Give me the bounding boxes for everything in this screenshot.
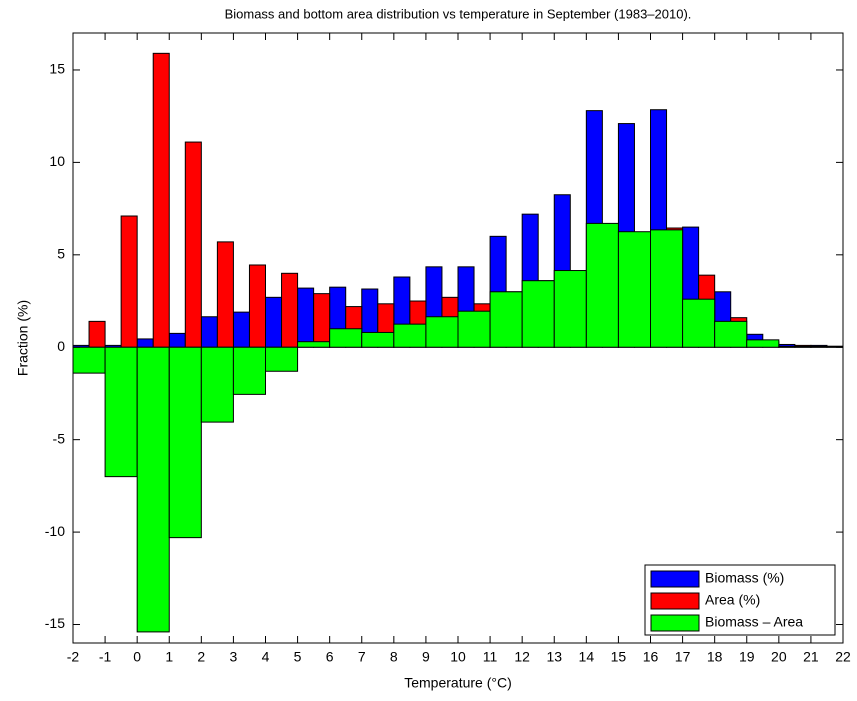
bar xyxy=(297,341,331,348)
bar xyxy=(617,231,652,348)
bar xyxy=(216,241,234,348)
bar xyxy=(104,346,138,478)
x-tick-label: 14 xyxy=(579,649,595,665)
bar xyxy=(553,270,587,348)
bar xyxy=(248,264,266,348)
x-tick-label: 11 xyxy=(483,649,498,665)
bar xyxy=(168,332,186,348)
bar xyxy=(265,346,299,372)
x-tick-label: 10 xyxy=(450,649,466,665)
bar xyxy=(168,346,202,539)
bar xyxy=(425,316,459,348)
x-tick-label: 8 xyxy=(390,649,398,665)
x-tick-label: 1 xyxy=(165,649,173,665)
x-tick-label: 0 xyxy=(133,649,141,665)
bar xyxy=(136,338,154,348)
bar xyxy=(682,298,716,348)
bar xyxy=(393,323,427,348)
legend-label: Biomass (%) xyxy=(705,570,784,586)
bar xyxy=(232,346,267,395)
chart-title: Biomass and bottom area distribution vs … xyxy=(225,6,692,21)
y-tick-label: 0 xyxy=(57,338,65,354)
x-tick-label: 5 xyxy=(294,649,302,665)
legend-swatch xyxy=(650,592,700,610)
bar xyxy=(232,311,250,348)
bar xyxy=(746,339,780,348)
x-tick-label: -2 xyxy=(67,649,80,665)
x-tick-label: 17 xyxy=(675,649,691,665)
bar xyxy=(489,291,523,348)
bar xyxy=(200,346,234,423)
legend-swatch xyxy=(650,570,700,588)
x-tick-label: 19 xyxy=(739,649,755,665)
bar xyxy=(184,141,202,348)
legend-label: Area (%) xyxy=(705,592,760,608)
bar xyxy=(361,331,395,348)
bar xyxy=(585,222,619,348)
y-tick-label: -5 xyxy=(53,430,66,446)
x-tick-label: 18 xyxy=(707,649,723,665)
bar xyxy=(297,287,315,348)
x-tick-label: 20 xyxy=(771,649,787,665)
bar xyxy=(265,296,283,348)
bar xyxy=(329,328,363,348)
x-tick-label: 6 xyxy=(326,649,334,665)
bar xyxy=(72,346,106,374)
bar xyxy=(120,215,138,348)
y-axis-label: Fraction (%) xyxy=(15,300,31,376)
x-tick-label: 21 xyxy=(803,649,819,665)
bar xyxy=(152,52,170,348)
x-tick-label: 13 xyxy=(546,649,562,665)
bar xyxy=(714,320,748,348)
y-tick-label: 5 xyxy=(57,246,65,262)
x-tick-label: 3 xyxy=(230,649,238,665)
bar xyxy=(650,229,684,348)
x-tick-label: 2 xyxy=(197,649,205,665)
bar xyxy=(200,316,218,348)
x-tick-label: 16 xyxy=(643,649,659,665)
x-tick-label: 7 xyxy=(358,649,366,665)
bar xyxy=(88,320,106,348)
x-tick-label: 12 xyxy=(514,649,530,665)
x-tick-label: 9 xyxy=(422,649,430,665)
legend-swatch xyxy=(650,614,700,632)
legend-label: Biomass – Area xyxy=(705,614,803,630)
bar xyxy=(778,345,812,348)
y-tick-label: 15 xyxy=(49,61,65,77)
bar xyxy=(281,272,299,348)
x-tick-label: -1 xyxy=(99,649,112,665)
x-tick-label: 15 xyxy=(611,649,627,665)
bar xyxy=(521,280,555,348)
bar xyxy=(313,293,331,348)
y-tick-label: -15 xyxy=(45,615,65,631)
x-tick-label: 22 xyxy=(835,649,851,665)
y-tick-label: -10 xyxy=(45,523,65,539)
y-tick-label: 10 xyxy=(49,153,65,169)
bar xyxy=(136,346,170,633)
x-tick-label: 4 xyxy=(262,649,270,665)
x-axis-label: Temperature (°C) xyxy=(404,675,512,691)
bar xyxy=(457,310,491,348)
